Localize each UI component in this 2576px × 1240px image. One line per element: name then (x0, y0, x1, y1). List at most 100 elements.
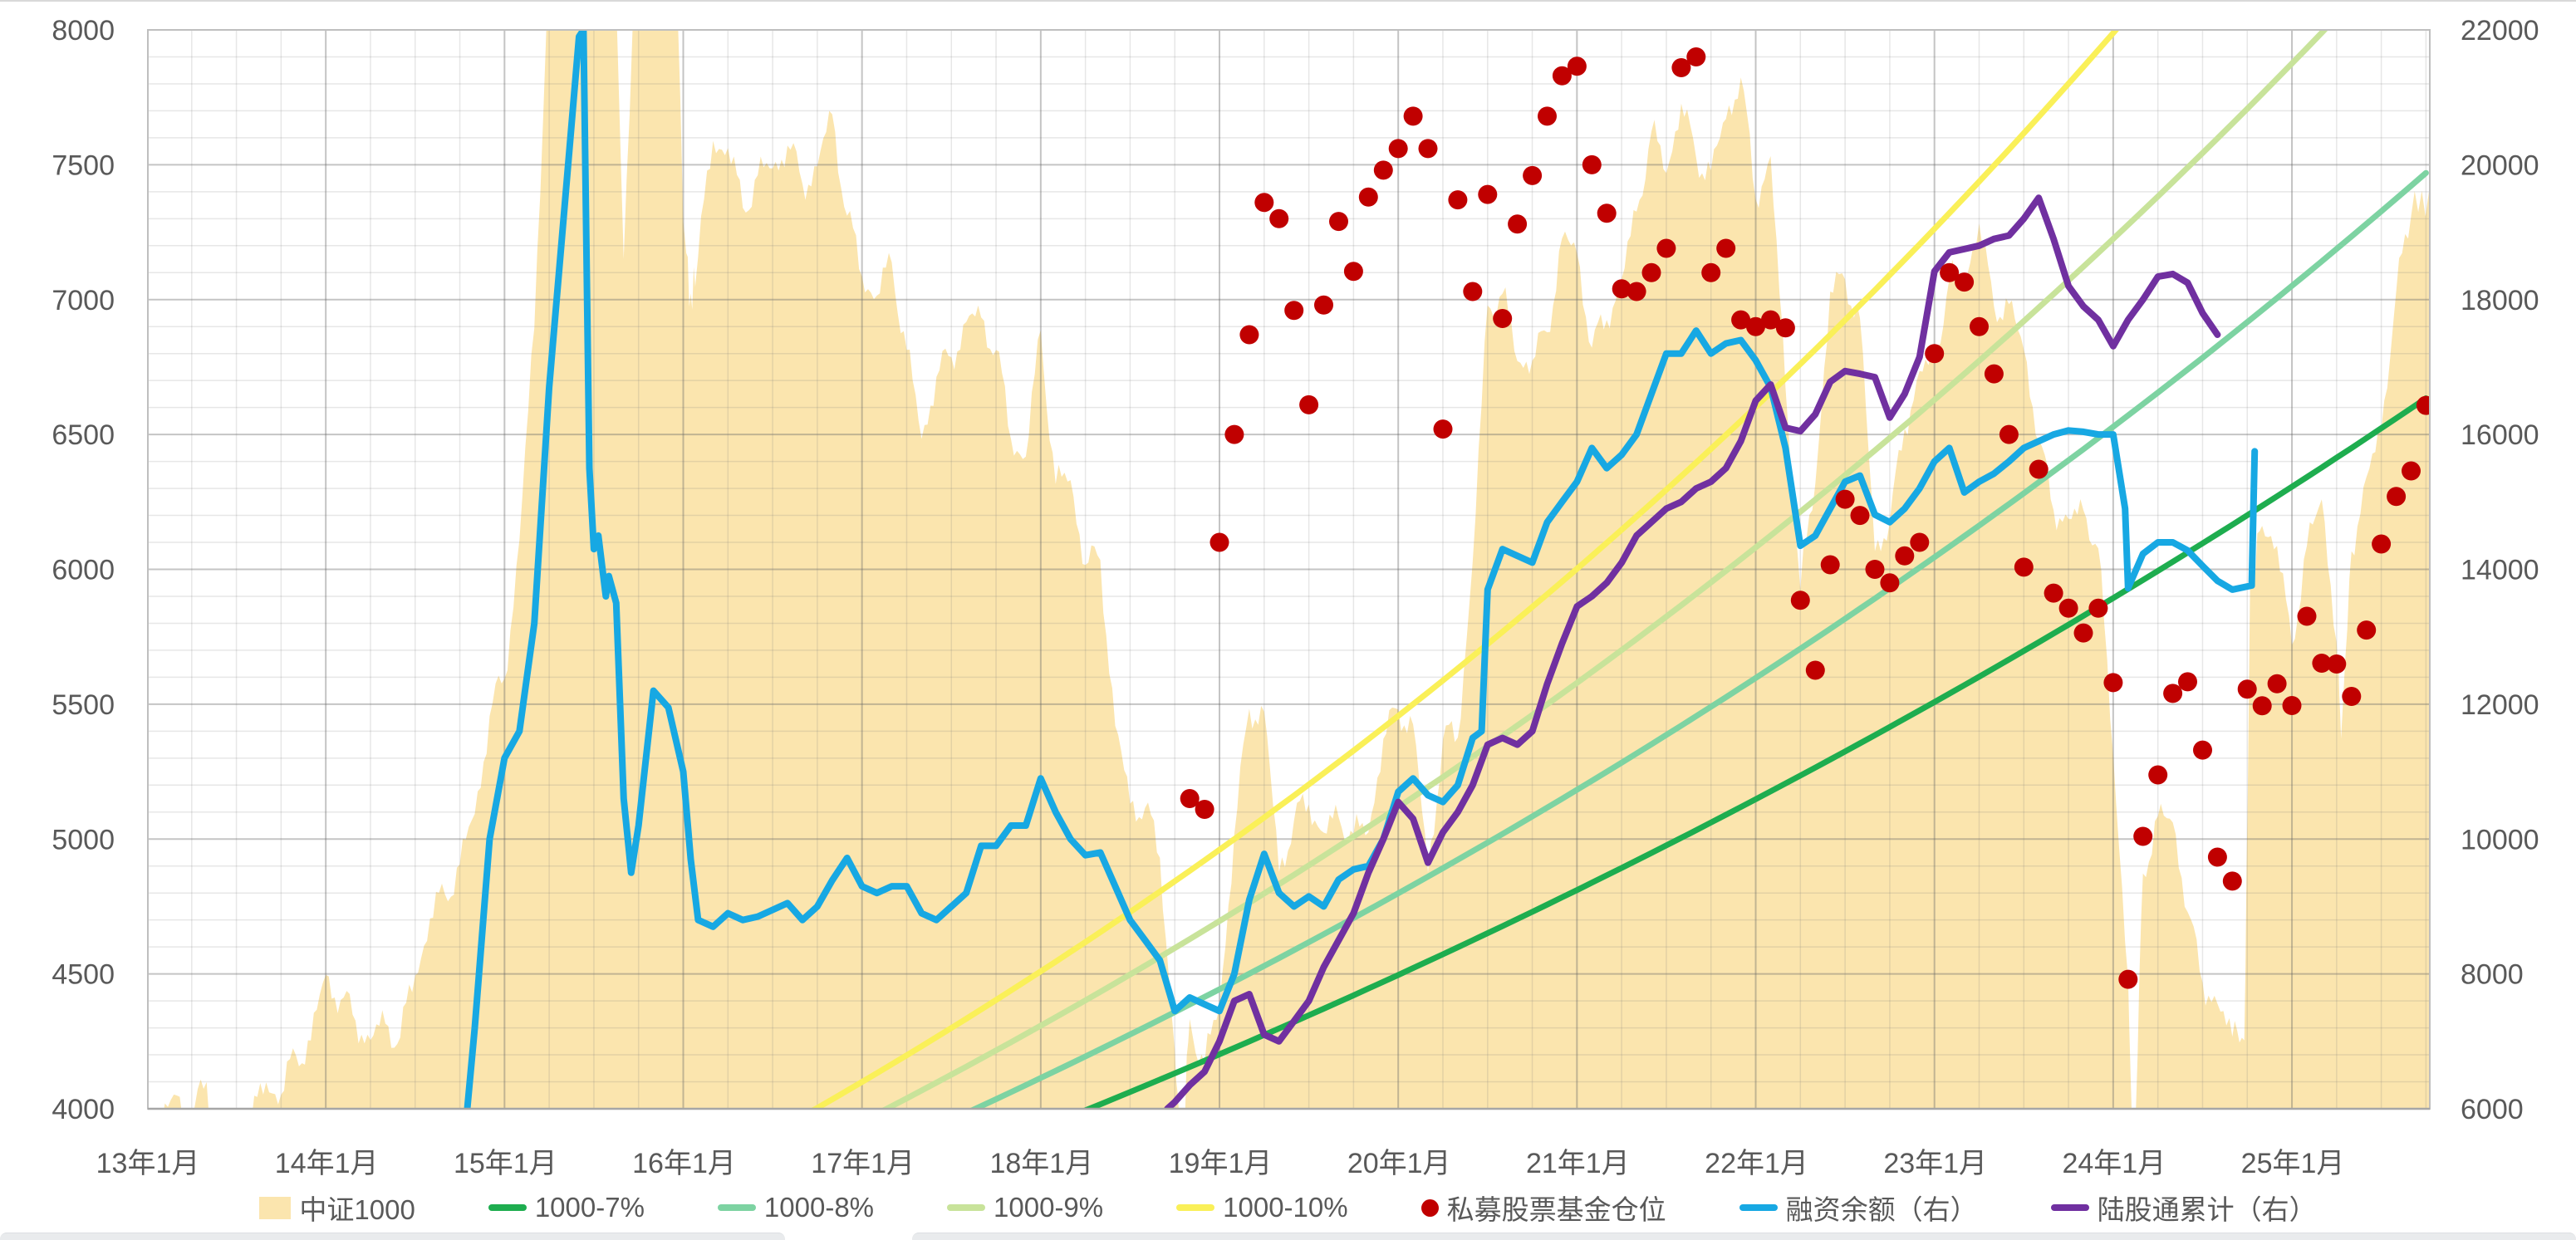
scatter-dot (2207, 847, 2227, 867)
scatter-dot (1790, 591, 1810, 610)
scatter-dot (1805, 660, 1825, 680)
legend-item-1000-8%[interactable]: 1000-8% (717, 1192, 874, 1223)
scatter-dot (1329, 212, 1348, 232)
scatter-dot (2282, 696, 2302, 715)
x-tick-label: 22年1月 (1705, 1148, 1808, 1179)
legend-marker-line (1176, 1204, 1215, 1211)
x-tick-label: 25年1月 (2241, 1148, 2345, 1179)
legend-marker-line (2050, 1204, 2089, 1211)
scatter-dot (1373, 160, 1393, 180)
scatter-dot (1195, 800, 1214, 819)
window-top-border (0, 0, 2576, 2)
legend-label: 中证1000 (299, 1194, 415, 1225)
scatter-dot (2029, 459, 2049, 479)
scatter-dot (1895, 546, 1915, 566)
legend-item-1000-10%[interactable]: 1000-10% (1176, 1192, 1348, 1223)
scatter-dot (2014, 557, 2034, 577)
legend-label: 融资余额（右） (1785, 1194, 1978, 1225)
legend-marker-dot (1420, 1198, 1439, 1217)
scatter-dot (2103, 673, 2123, 693)
y-right-tick-label: 12000 (2461, 689, 2539, 721)
scatter-dot (2297, 606, 2317, 626)
scatter-dot (1314, 295, 1333, 315)
scatter-dot (1209, 532, 1229, 552)
x-tick-label: 17年1月 (811, 1148, 915, 1179)
scatter-dot (1478, 184, 1498, 204)
trend-line-9pct (880, 30, 2328, 1109)
x-tick-label: 23年1月 (1883, 1148, 1987, 1179)
legend-item-陆股通累计（右）[interactable]: 陆股通累计（右） (2050, 1188, 2317, 1228)
margin-balance-line (464, 30, 2259, 1109)
y-left-tick-label: 8000 (52, 15, 115, 47)
scatter-dot (1835, 489, 1855, 509)
y-right-tick-label: 18000 (2461, 285, 2539, 316)
trend-line-10pct (810, 30, 2120, 1109)
y-right-tick-label: 6000 (2461, 1094, 2524, 1125)
scatter-dot (2163, 684, 2183, 703)
y-left-tick-label: 4000 (52, 1094, 115, 1125)
trend-line-7pct (1081, 395, 2429, 1109)
scatter-dot (1686, 47, 1706, 66)
scatter-dot (2267, 674, 2287, 694)
scatter-dot (1970, 316, 1989, 336)
scatter-dot (1597, 203, 1617, 223)
scatter-dot (1880, 573, 1900, 593)
x-tick-label: 14年1月 (275, 1148, 379, 1179)
chart-legend: 中证1000 1000-7% 1000-8% 1000-9% 1000-10% 私募股票基… (0, 1188, 2576, 1228)
legend-item-1000-9%[interactable]: 1000-9% (947, 1192, 1103, 1223)
y-right-tick-label: 22000 (2461, 15, 2539, 47)
x-tick-label: 16年1月 (632, 1148, 736, 1179)
scatter-dot (1612, 279, 1631, 299)
legend-label: 1000-10% (1223, 1192, 1348, 1223)
legend-marker-line (947, 1204, 986, 1211)
scatter-dot (2387, 487, 2407, 507)
scatter-dot (1865, 560, 1885, 579)
scatter-dot (1224, 424, 1244, 444)
bottom-panel-right-edge (912, 1233, 2576, 1240)
y-left-tick-label: 5000 (52, 824, 115, 855)
scatter-dot (2118, 969, 2138, 989)
scatter-dot (1418, 139, 1438, 159)
scatter-dot (1955, 272, 1975, 292)
legend-item-融资余额（右）[interactable]: 融资余额（右） (1739, 1188, 1978, 1228)
scatter-dot (2088, 598, 2108, 618)
scatter-dot (1641, 262, 1661, 282)
scatter-dot (2372, 534, 2392, 554)
scatter-dot (1523, 165, 1543, 185)
trend-line-8pct (968, 169, 2429, 1109)
plot-area (148, 30, 2430, 1109)
scatter-dot (1388, 139, 1408, 159)
legend-item-1000-7%[interactable]: 1000-7% (488, 1192, 645, 1223)
scatter-dot (2178, 672, 2197, 692)
legend-item-中证1000[interactable]: 中证1000 (259, 1188, 415, 1228)
scatter-dot (1567, 56, 1587, 76)
y-right-tick-label: 10000 (2461, 824, 2539, 855)
csi1000-area (148, 30, 2429, 1109)
scatter-dot (1984, 364, 2004, 384)
scatter-dot (1284, 301, 1304, 321)
x-axis-labels: 13年1月 14年1月 15年1月 16年1月 17年1月 18年1月 19年1月 20年1月… (96, 1148, 2345, 1179)
legend-marker-line (1739, 1204, 1778, 1211)
scatter-dot (1701, 262, 1721, 282)
x-tick-label: 24年1月 (2062, 1148, 2166, 1179)
x-tick-label: 18年1月 (989, 1148, 1093, 1179)
legend-label: 私募股票基金仓位 (1446, 1194, 1666, 1225)
scatter-dot (1463, 282, 1483, 301)
bottom-panel-left-edge (0, 1233, 785, 1240)
scatter-dot (1403, 106, 1423, 126)
scatter-dot (1850, 506, 1870, 526)
scatter-dot (1493, 309, 1513, 328)
x-tick-label: 19年1月 (1169, 1148, 1273, 1179)
scatter-dot (2058, 598, 2078, 618)
legend-item-私募股票基金仓位[interactable]: 私募股票基金仓位 (1420, 1188, 1666, 1228)
northbound-cumulative-line (1164, 194, 2221, 1109)
scatter-dot (1656, 238, 1676, 258)
scatter-dot (1746, 316, 1765, 336)
scatter-dot (2357, 620, 2377, 640)
y-right-tick-label: 8000 (2461, 959, 2524, 991)
scatter-dot (1940, 262, 1960, 282)
scatter-dot (2312, 654, 2332, 673)
scatter-dot (2252, 696, 2272, 716)
scatter-dot (1433, 419, 1453, 439)
